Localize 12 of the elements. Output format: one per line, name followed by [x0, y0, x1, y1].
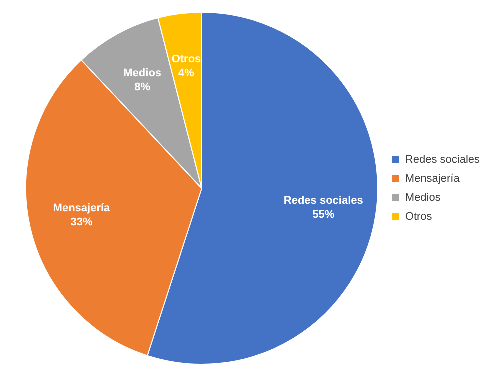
legend-label: Mensajería	[405, 173, 461, 186]
data-label: 4%	[178, 67, 195, 80]
legend-label: Medios	[405, 192, 442, 204]
slice-label: Otros	[172, 53, 202, 66]
legend-label: Redes sociales	[405, 154, 480, 166]
slice-label: Mensajería	[53, 202, 112, 214]
data-label: 55%	[312, 208, 335, 221]
data-label: 33%	[70, 216, 93, 228]
slice-label: Redes sociales	[284, 194, 364, 207]
data-label: 8%	[134, 82, 151, 94]
slice-label: Medios	[124, 68, 162, 80]
legend-label: Otros	[405, 211, 433, 224]
